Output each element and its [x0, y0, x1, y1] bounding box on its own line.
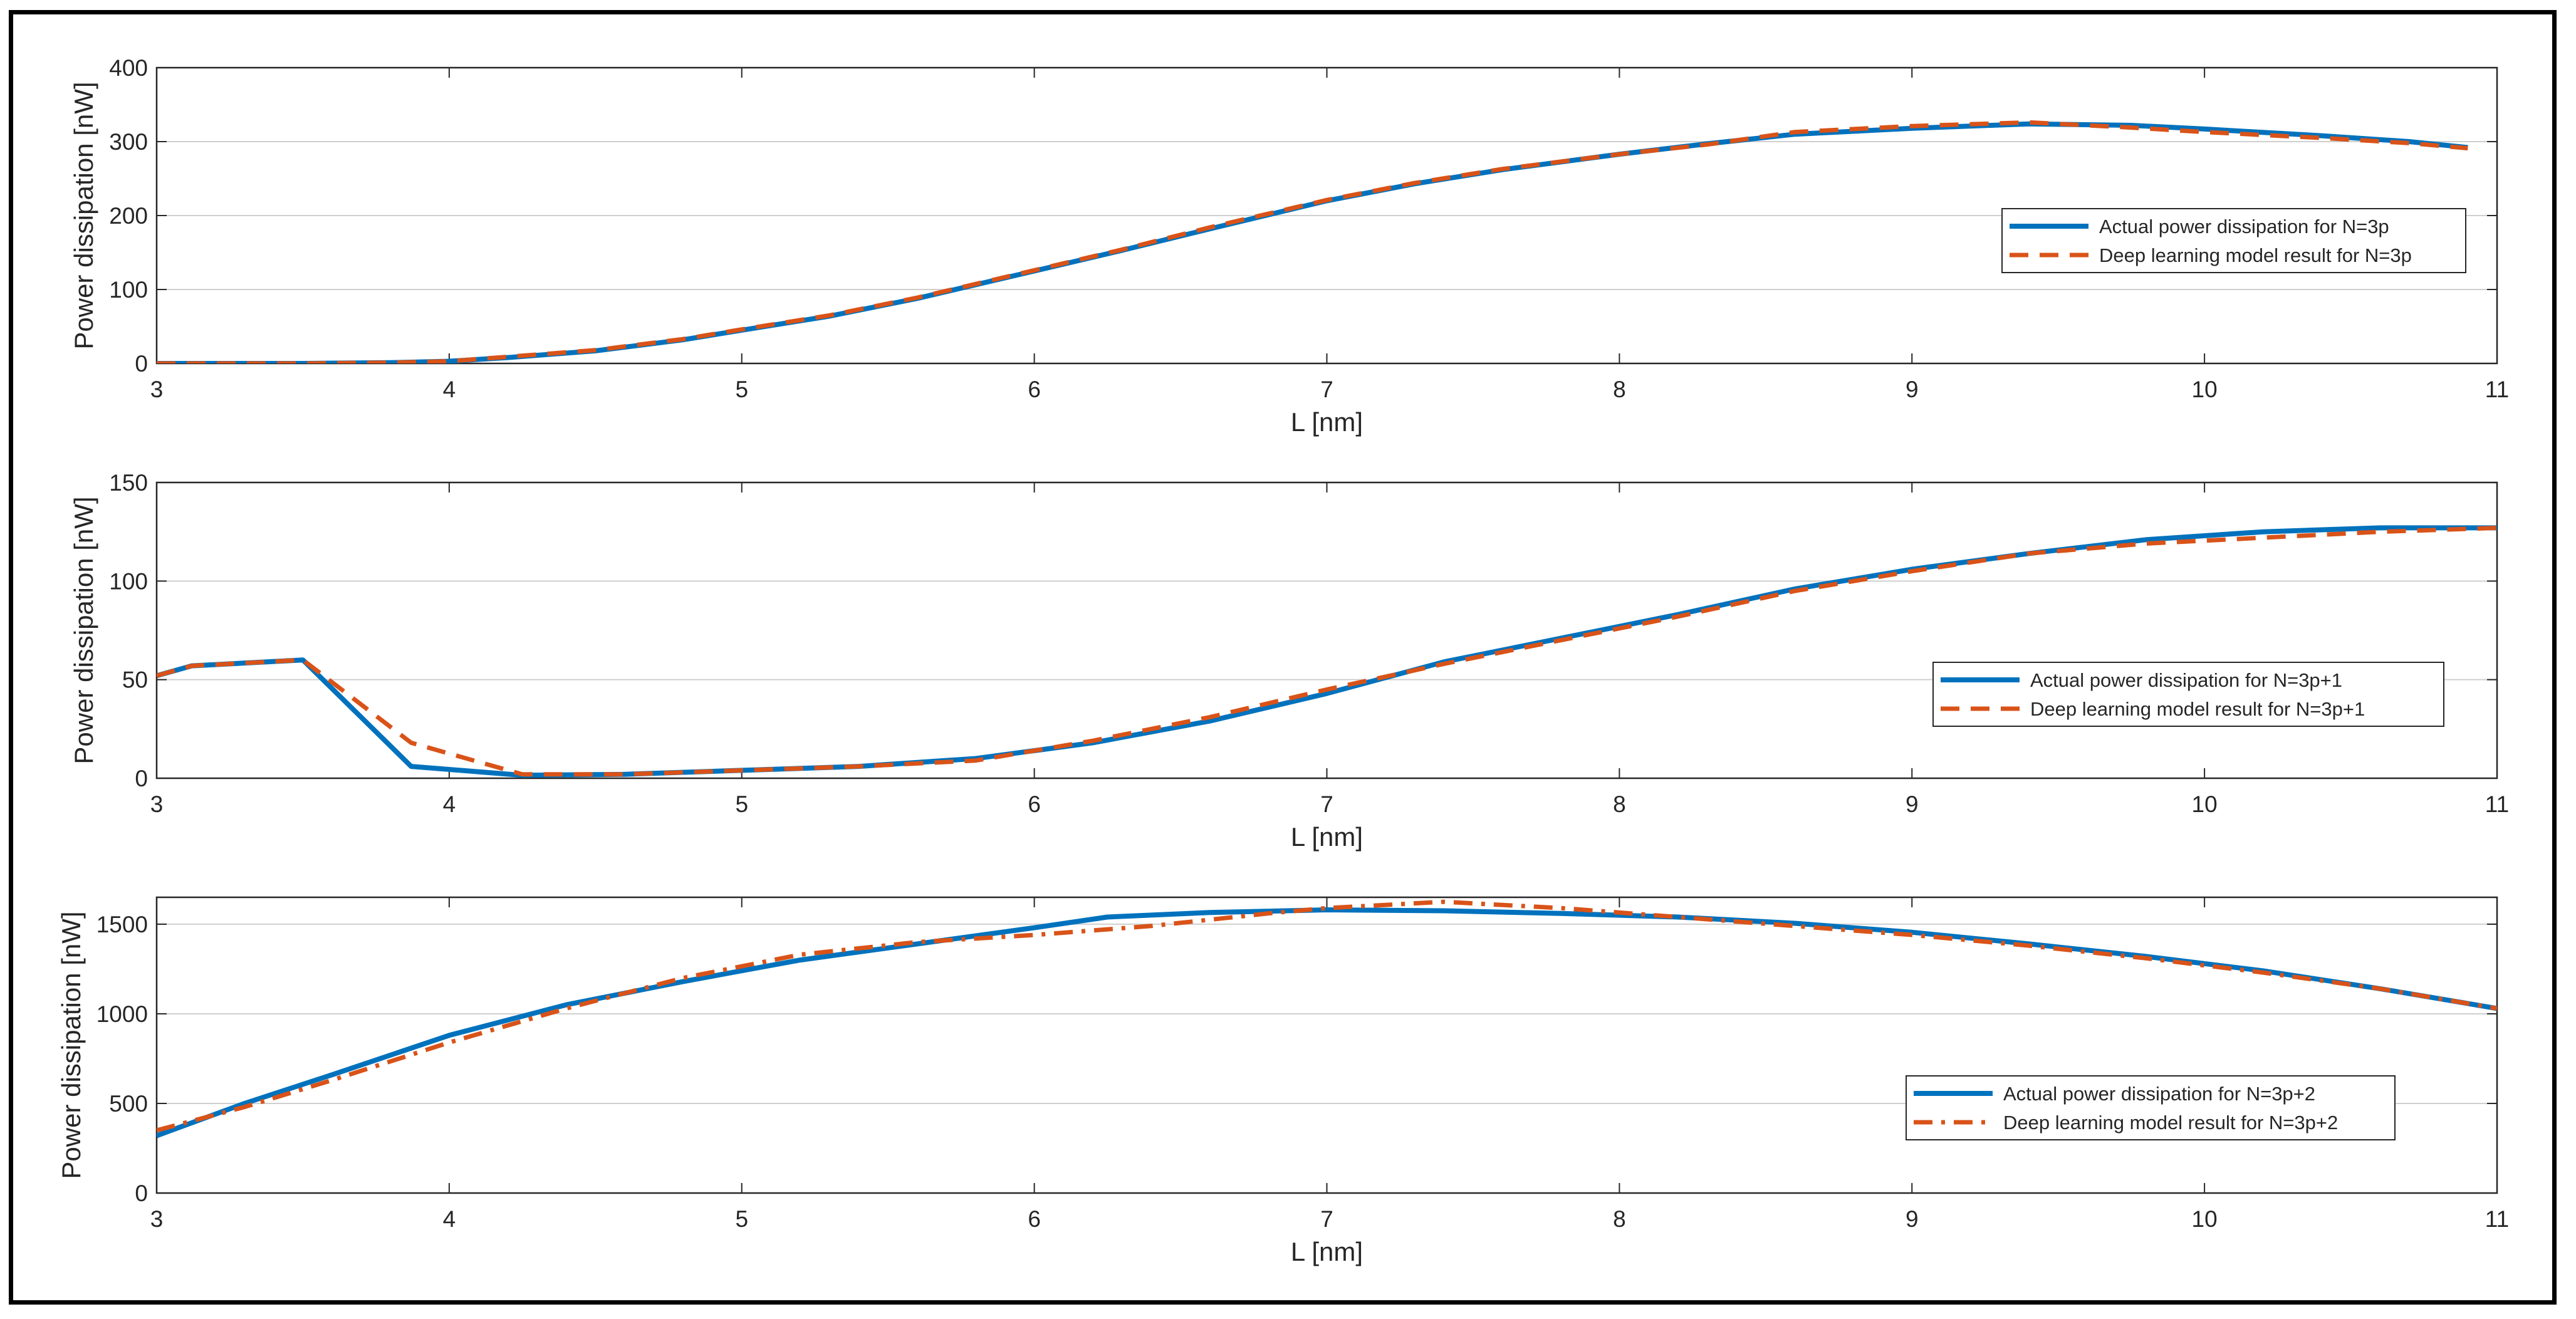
- x-tick-label: 5: [735, 791, 748, 817]
- series-line-model: [157, 120, 2468, 363]
- x-tick-label: 6: [1028, 1206, 1041, 1232]
- x-tick-label: 9: [1906, 377, 1919, 402]
- legend-box: [2001, 208, 2466, 273]
- x-tick-label: 8: [1613, 791, 1626, 817]
- axes-box: [155, 896, 2498, 1194]
- x-tick-label: 7: [1320, 1206, 1333, 1232]
- chart-panel-2: 0 50 100 150 3 4 5 6 7 8 9 10 11 L [nm] Power dissipat…: [69, 470, 2509, 852]
- x-tick-label: 10: [2192, 1206, 2218, 1232]
- chart-panel-1: 0 100 200 300 400 3 4 5 6 7 8 9 10 11 L [nm] Power diss…: [69, 55, 2509, 437]
- y-tick-label: 150: [109, 470, 148, 496]
- legend-box: [1906, 1075, 2396, 1140]
- y-tick-label: 500: [109, 1091, 148, 1117]
- x-tick-label: 9: [1906, 791, 1919, 817]
- legend-label: Actual power dissipation for N=3p: [2099, 216, 2389, 237]
- x-tick-label: 10: [2192, 377, 2218, 402]
- x-axis-label: L [nm]: [1291, 407, 1363, 437]
- x-tick-label: 11: [2485, 791, 2509, 817]
- x-tick-label: 11: [2485, 377, 2509, 402]
- series-line-model: [157, 525, 2497, 777]
- x-tick-label: 11: [2485, 1206, 2509, 1232]
- y-tick-label: 200: [109, 203, 148, 229]
- x-tick-label: 8: [1613, 1206, 1626, 1232]
- x-tick-label: 3: [150, 377, 164, 402]
- y-tick-label: 100: [109, 568, 148, 594]
- y-tick-label: 100: [109, 277, 148, 303]
- x-tick-label: 10: [2192, 791, 2218, 817]
- series-line-actual: [157, 907, 2497, 1139]
- axes-box: [155, 481, 2498, 779]
- y-tick-label: 50: [122, 667, 148, 693]
- plot-area: [157, 482, 2497, 778]
- legend: Actual power dissipation for N=3p+2 Deep …: [1906, 1075, 2396, 1140]
- legend-box: [1932, 662, 2444, 727]
- y-tick-label: 0: [135, 1181, 148, 1206]
- x-tick-label: 7: [1320, 791, 1333, 817]
- x-axis-label: L [nm]: [1291, 1237, 1363, 1266]
- y-tick-label: 400: [109, 55, 148, 81]
- legend-label: Deep learning model result for N=3p+2: [2003, 1112, 2338, 1134]
- y-axis-label: Power dissipation [nW]: [56, 911, 86, 1179]
- x-tick-label: 4: [443, 377, 456, 402]
- x-tick-label: 6: [1028, 791, 1041, 817]
- y-tick-label: 0: [135, 351, 148, 377]
- axes-box: [155, 66, 2498, 365]
- x-axis-label: L [nm]: [1291, 822, 1363, 852]
- x-tick-label: 9: [1906, 1206, 1919, 1232]
- x-tick-label: 4: [443, 791, 456, 817]
- x-tick-label: 5: [735, 377, 748, 402]
- legend-label: Deep learning model result for N=3p+1: [2030, 698, 2365, 720]
- x-tick-label: 5: [735, 1206, 748, 1232]
- y-tick-label: 300: [109, 129, 148, 155]
- legend: Actual power dissipation for N=3p Deep le…: [2001, 208, 2466, 273]
- x-tick-label: 6: [1028, 377, 1041, 402]
- legend: Actual power dissipation for N=3p+1 Deep …: [1932, 662, 2444, 727]
- x-tick-label: 8: [1613, 377, 1626, 402]
- y-tick-label: 1500: [96, 912, 148, 937]
- series-line-model: [157, 899, 2497, 1133]
- chart-panel-3: 0 500 1000 1500 3 4 5 6 7 8 9 10 11 L [nm] Power dissi…: [56, 896, 2509, 1266]
- legend-label: Actual power dissipation for N=3p+2: [2003, 1083, 2315, 1105]
- y-tick-label: 0: [135, 766, 148, 791]
- y-axis-label: Power dissipation [nW]: [69, 81, 98, 349]
- legend-label: Deep learning model result for N=3p: [2099, 244, 2412, 266]
- y-tick-label: 1000: [96, 1001, 148, 1027]
- x-tick-label: 7: [1320, 377, 1333, 402]
- y-axis-label: Power dissipation [nW]: [69, 496, 98, 764]
- legend-label: Actual power dissipation for N=3p+1: [2030, 669, 2342, 691]
- x-tick-label: 4: [443, 1206, 456, 1232]
- plot-area: [157, 897, 2497, 1193]
- x-tick-label: 3: [150, 791, 164, 817]
- x-tick-label: 3: [150, 1206, 164, 1232]
